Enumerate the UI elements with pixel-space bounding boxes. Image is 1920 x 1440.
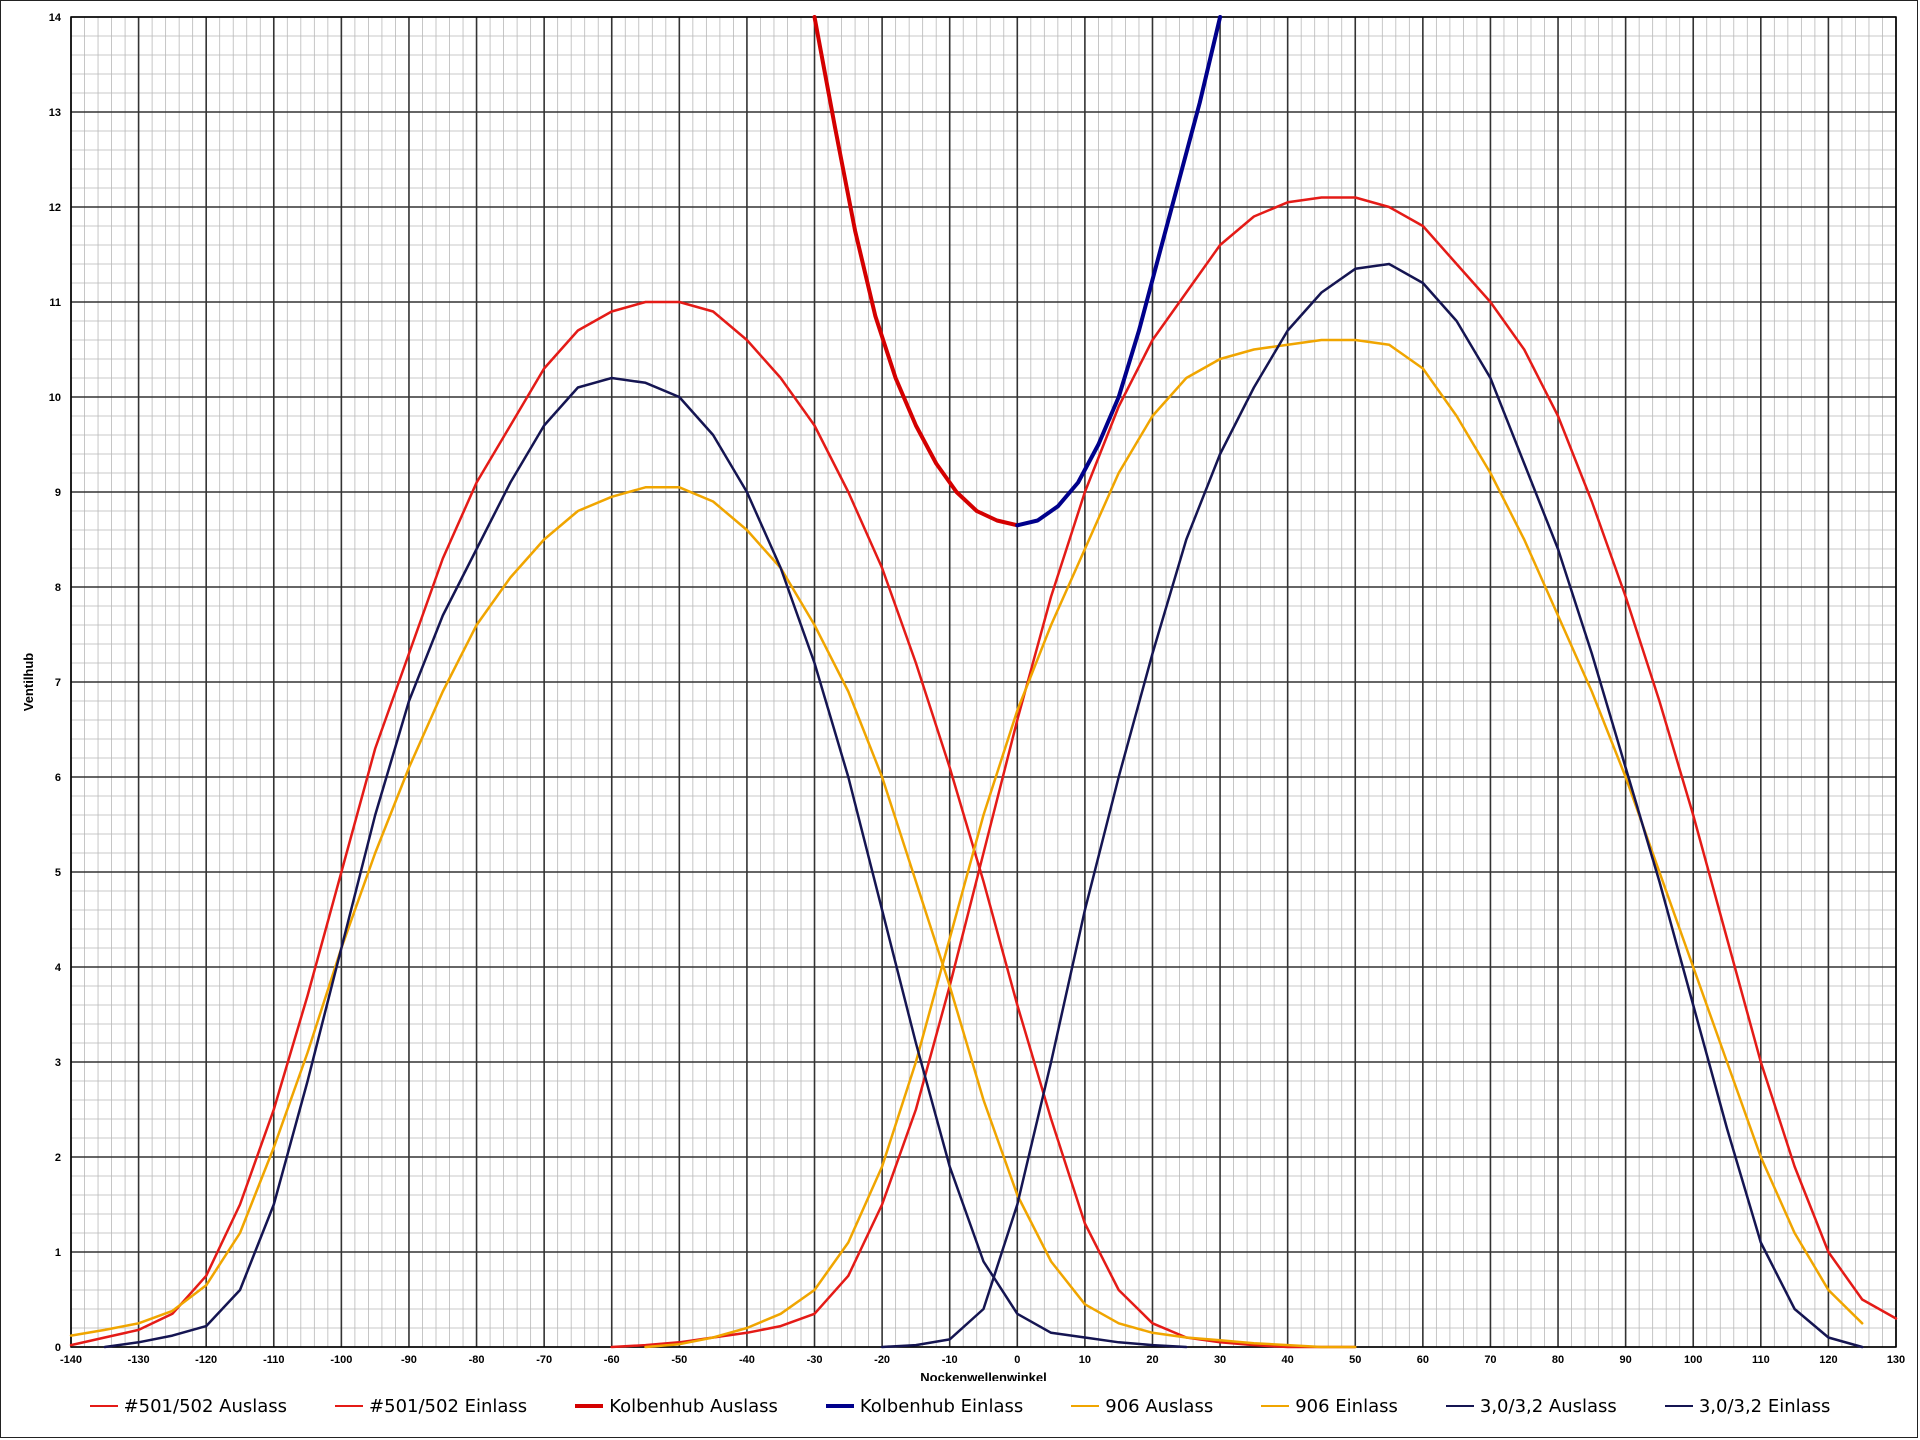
- series-line: [1015, 15, 1223, 528]
- x-tick-label: 10: [1079, 1354, 1091, 1366]
- x-tick-label: -50: [671, 1354, 687, 1366]
- legend-swatch: [1261, 1405, 1290, 1407]
- major-grid: [70, 16, 1897, 1348]
- y-tick-label: 7: [55, 677, 61, 689]
- legend-swatch: [89, 1405, 118, 1407]
- legend-label: 3,0/3,2 Auslass: [1479, 1395, 1617, 1417]
- x-tick-label: -130: [128, 1354, 150, 1366]
- y-tick-label: 0: [55, 1342, 61, 1354]
- series-line: [69, 300, 1357, 1349]
- y-tick-label: 4: [55, 962, 62, 974]
- legend-swatch: [1664, 1405, 1693, 1407]
- x-tick-label: -60: [604, 1354, 620, 1366]
- y-tick-label: 8: [55, 582, 61, 594]
- x-tick-label: -100: [330, 1354, 352, 1366]
- y-tick-label: 11: [49, 297, 61, 309]
- x-tick-label: 60: [1417, 1354, 1429, 1366]
- x-tick-label: 30: [1214, 1354, 1226, 1366]
- x-tick-label: -120: [195, 1354, 217, 1366]
- legend-item: Kolbenhub Auslass: [575, 1396, 778, 1417]
- y-tick-label: 9: [55, 487, 61, 499]
- x-tick-label: 80: [1552, 1354, 1564, 1366]
- legend-label: 906 Einlass: [1295, 1395, 1398, 1417]
- x-tick-label: 70: [1484, 1354, 1496, 1366]
- series-line: [880, 262, 1864, 1349]
- legend-label: Kolbenhub Einlass: [859, 1395, 1024, 1417]
- y-tick-label: 3: [55, 1057, 61, 1069]
- legend-item: 3,0/3,2 Einlass: [1664, 1395, 1831, 1417]
- x-tick-label: -140: [60, 1354, 82, 1366]
- y-tick-label: 2: [55, 1152, 61, 1164]
- legend-label: Kolbenhub Auslass: [609, 1395, 778, 1417]
- legend-swatch: [825, 1404, 854, 1408]
- legend-label: 3,0/3,2 Einlass: [1698, 1395, 1831, 1417]
- y-tick-label: 14: [49, 12, 62, 24]
- legend-item: 906 Einlass: [1261, 1396, 1398, 1417]
- x-tick-label: 120: [1819, 1354, 1837, 1366]
- x-tick-label: 90: [1620, 1354, 1632, 1366]
- legend-swatch: [1071, 1405, 1100, 1407]
- series-line: [69, 486, 1357, 1349]
- y-tick-label: 6: [55, 772, 61, 784]
- y-tick-label: 13: [49, 107, 61, 119]
- x-tick-label: -90: [401, 1354, 417, 1366]
- series-line: [644, 338, 1864, 1349]
- x-tick-label: -10: [942, 1354, 958, 1366]
- series-line: [103, 376, 1188, 1349]
- y-tick-label: 5: [55, 867, 61, 879]
- x-tick-label: -20: [874, 1354, 890, 1366]
- x-tick-label: 40: [1282, 1354, 1294, 1366]
- x-tick-label: 20: [1146, 1354, 1158, 1366]
- legend-label: #501/502 Auslass: [123, 1395, 288, 1417]
- x-tick-label: -40: [739, 1354, 755, 1366]
- legend-item: 3,0/3,2 Auslass: [1445, 1395, 1617, 1417]
- legend-swatch: [575, 1404, 604, 1408]
- legend: #501/502 Auslass #501/502 Einlass Kolbenhu…: [0, 1390, 1920, 1422]
- legend-item: 906 Auslass: [1071, 1396, 1213, 1417]
- plot-border: [70, 16, 1897, 1348]
- x-tick-label: 110: [1752, 1354, 1770, 1366]
- x-axis-label: Nockenwellenwinkel: [920, 1370, 1046, 1381]
- x-tick-label: -110: [263, 1354, 284, 1366]
- legend-swatch: [335, 1405, 364, 1407]
- series-line: [812, 15, 1020, 528]
- legend-swatch: [1445, 1405, 1474, 1407]
- y-tick-label: 10: [49, 392, 61, 404]
- legend-label: #501/502 Einlass: [369, 1395, 528, 1417]
- legend-label: 906 Auslass: [1105, 1395, 1214, 1417]
- legend-item: #501/502 Auslass: [89, 1395, 288, 1417]
- y-axis-label: Ventilhub: [21, 653, 36, 712]
- x-axis-ticks: -140 -130 -120 -110 -100 -90 -80 -70 -60 -50 -40 -3…: [60, 1354, 1905, 1366]
- y-tick-label: 1: [55, 1247, 61, 1259]
- y-tick-label: 12: [49, 202, 61, 214]
- x-tick-label: 100: [1684, 1354, 1702, 1366]
- series-layer: [69, 15, 1898, 1349]
- x-tick-label: 50: [1349, 1354, 1361, 1366]
- series-line: [610, 196, 1898, 1349]
- legend-item: #501/502 Einlass: [335, 1396, 527, 1417]
- line-chart: -140 -130 -120 -110 -100 -90 -80 -70 -60 -50 -40 -3…: [21, 12, 1905, 1381]
- x-tick-label: -70: [536, 1354, 552, 1366]
- x-tick-label: 130: [1887, 1354, 1905, 1366]
- legend-item: Kolbenhub Einlass: [825, 1395, 1024, 1417]
- x-tick-label: -30: [807, 1354, 823, 1366]
- x-tick-label: -80: [469, 1354, 485, 1366]
- x-tick-label: 0: [1014, 1354, 1020, 1366]
